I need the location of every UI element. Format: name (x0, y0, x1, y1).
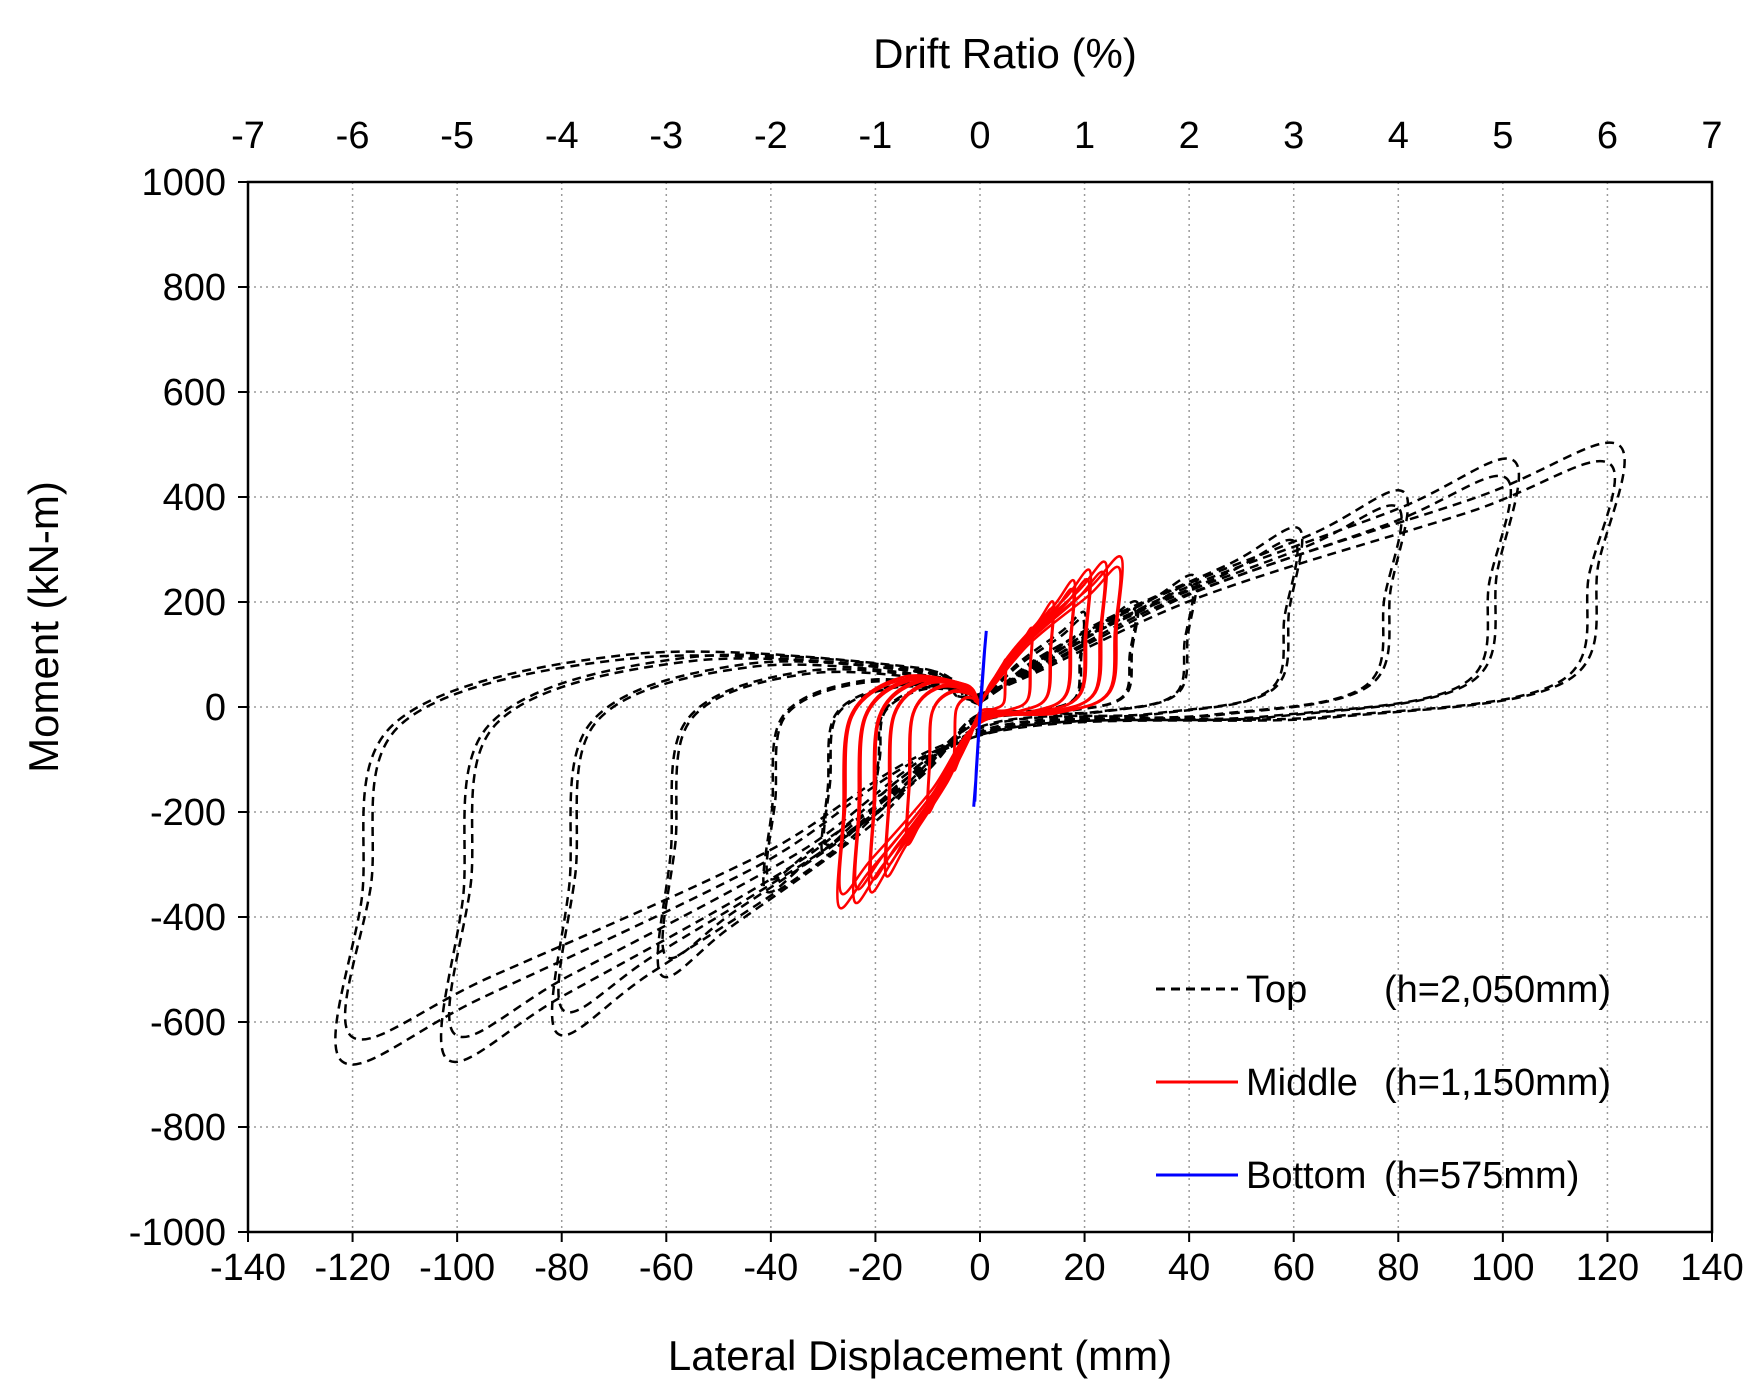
y-axis-title: Moment (kN-m) (20, 481, 67, 773)
drift-ratio-tick-label: -2 (754, 115, 788, 157)
legend-detail-middle: (h=1,150mm) (1384, 1062, 1611, 1104)
drift-ratio-tick-label: 7 (1701, 115, 1722, 157)
x-tick-label: -100 (419, 1247, 495, 1289)
series-top-cycle (343, 460, 1617, 1041)
x-tick-label: -140 (210, 1247, 286, 1289)
drift-ratio-tick-label: 1 (1074, 115, 1095, 157)
y-tick-label: -400 (150, 897, 226, 939)
series-curves (334, 441, 1626, 1066)
x-tick-label: 0 (969, 1247, 990, 1289)
drift-ratio-tick-label: 6 (1597, 115, 1618, 157)
x-tick-label: 120 (1576, 1247, 1639, 1289)
drift-ratio-tick-labels: -7 -6 -5 -4 -3 -2 -1 0 1 2 3 4 5 6 7 (231, 115, 1722, 157)
legend-detail-bottom: (h=575mm) (1384, 1155, 1579, 1197)
series-top-cycle (550, 489, 1410, 1037)
x-tick-label: -120 (315, 1247, 391, 1289)
tick-marks (238, 181, 1713, 1242)
y-tick-label: 0 (205, 687, 226, 729)
legend-label-middle: Middle (1246, 1062, 1358, 1104)
legend-label-bottom: Bottom (1246, 1155, 1366, 1197)
series-middle (836, 555, 1124, 910)
x-tick-label: 80 (1377, 1247, 1419, 1289)
x-tick-label: 20 (1063, 1247, 1105, 1289)
x-tick-label: 60 (1273, 1247, 1315, 1289)
y-tick-label: 1000 (141, 162, 226, 204)
drift-ratio-tick-label: -1 (859, 115, 893, 157)
series-middle-cycle (836, 555, 1124, 910)
x-tick-label: 140 (1680, 1247, 1743, 1289)
x-tick-labels: -140 -120 -100 -80 -60 -40 -20 0 20 40 60 80 100 120 1… (210, 1247, 1744, 1289)
drift-ratio-tick-label: -7 (231, 115, 265, 157)
series-middle-cycle (838, 565, 1122, 896)
x-tick-label: -40 (743, 1247, 798, 1289)
drift-ratio-tick-label: 3 (1283, 115, 1304, 157)
legend-label-top: Top (1246, 969, 1307, 1011)
y-tick-label: 400 (163, 477, 226, 519)
legend-detail-top: (h=2,050mm) (1384, 969, 1611, 1011)
drift-ratio-tick-label: -6 (336, 115, 370, 157)
series-top-cycle (447, 474, 1513, 1039)
drift-ratio-tick-label: 2 (1179, 115, 1200, 157)
drift-ratio-tick-label: 5 (1492, 115, 1513, 157)
y-tick-label: -800 (150, 1107, 226, 1149)
series-top-cycle (439, 457, 1521, 1064)
drift-ratio-tick-label: 4 (1388, 115, 1409, 157)
x-tick-label: -20 (848, 1247, 903, 1289)
series-top-cycle (334, 441, 1626, 1066)
x-tick-label: 40 (1168, 1247, 1210, 1289)
top-axis-title: Drift Ratio (%) (873, 30, 1137, 77)
series-bottom-line (972, 630, 988, 807)
series-top-cycle (820, 600, 1140, 857)
y-tick-label: 800 (163, 267, 226, 309)
x-tick-label: -60 (639, 1247, 694, 1289)
x-tick-label: 100 (1471, 1247, 1534, 1289)
drift-ratio-tick-label: -3 (649, 115, 683, 157)
drift-ratio-tick-label: 0 (969, 115, 990, 157)
drift-ratio-tick-label: -4 (545, 115, 579, 157)
y-tick-label: -200 (150, 792, 226, 834)
x-axis-title: Lateral Displacement (mm) (668, 1332, 1172, 1379)
y-tick-label: 600 (163, 372, 226, 414)
drift-ratio-tick-label: -5 (440, 115, 474, 157)
y-tick-label: 200 (163, 582, 226, 624)
y-tick-label: -1000 (129, 1212, 226, 1254)
series-top-cycle (874, 617, 1086, 797)
y-tick-label: -600 (150, 1002, 226, 1044)
series-bottom (972, 630, 988, 807)
y-tick-labels: -1000 -800 -600 -400 -200 0 200 400 600 800 1000 (129, 162, 226, 1254)
x-tick-label: -80 (534, 1247, 589, 1289)
series-top-cycle (557, 504, 1403, 1014)
series-middle-cycle (851, 560, 1109, 905)
legend: Top (h=2,050mm) Middle (h=1,150mm) Botto… (1156, 969, 1611, 1197)
